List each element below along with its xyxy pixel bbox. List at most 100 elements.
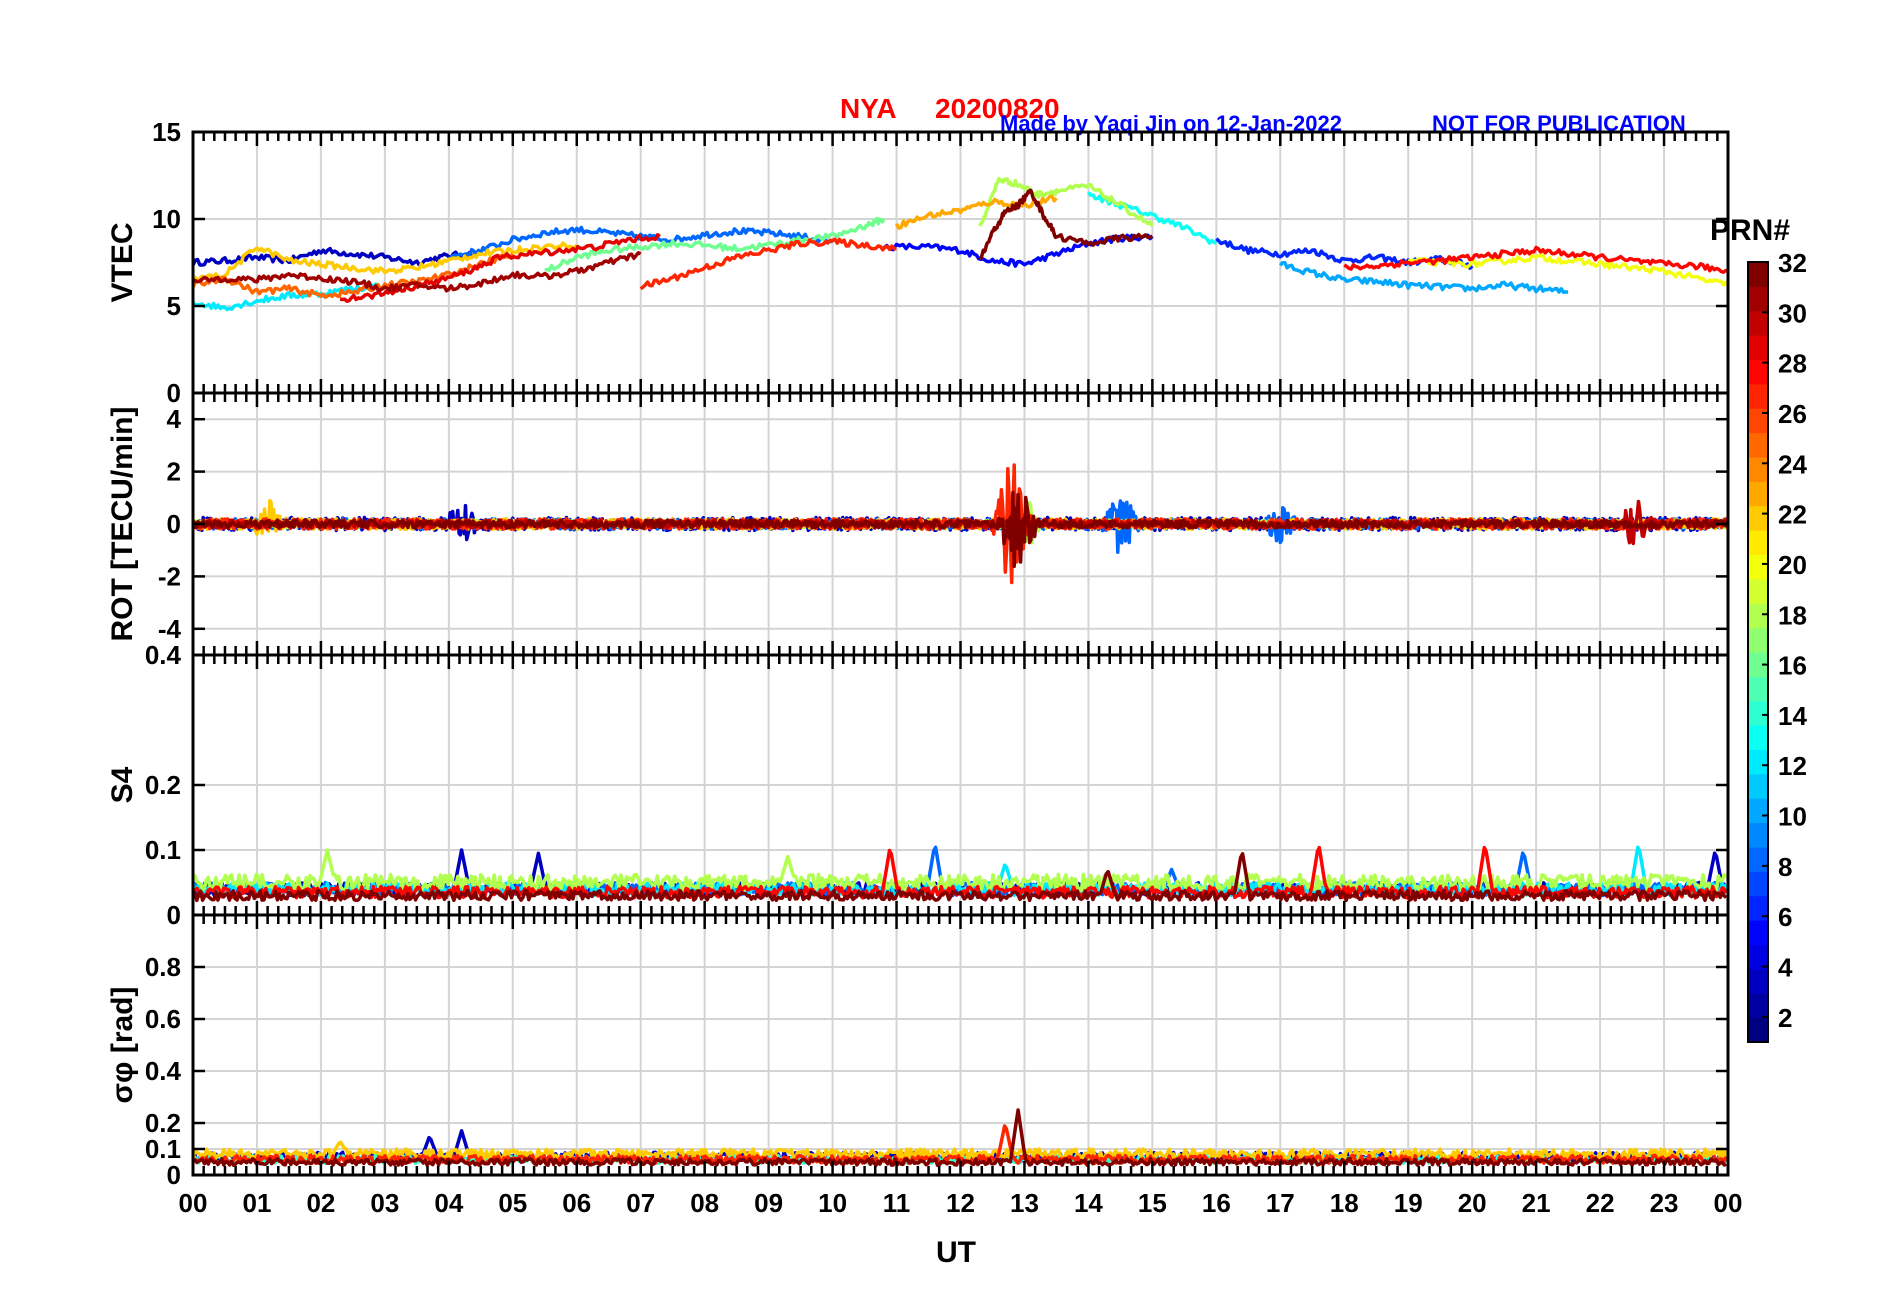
colorbar-segment bbox=[1748, 554, 1768, 580]
colorbar-segment bbox=[1748, 871, 1768, 897]
panel-sigma_phi: 00.10.2 0.4 0.6 0.8σφ [rad] bbox=[106, 913, 1730, 1190]
ticks-vtec: 0 5 10 15 bbox=[152, 117, 1730, 408]
ticks-sigma_phi: 00.10.2 0.4 0.6 0.8 bbox=[145, 915, 1730, 1190]
colorbar-tick-label: 4 bbox=[1778, 953, 1793, 983]
colorbar-tick-label: 22 bbox=[1778, 500, 1807, 530]
y-tick-label: 0.6 bbox=[145, 1004, 181, 1034]
y-tick-label: 2 bbox=[167, 457, 181, 487]
x-axis-label: UT bbox=[936, 1236, 976, 1269]
y-tick-label: 0.1 bbox=[145, 1134, 181, 1164]
series-prn-23 bbox=[894, 194, 1058, 230]
colorbar-tick-label: 6 bbox=[1778, 902, 1792, 932]
colorbar-segment bbox=[1748, 822, 1768, 848]
y-tick-label: -4 bbox=[158, 614, 182, 644]
series-prn-31 bbox=[193, 251, 642, 293]
y-tick-label: -2 bbox=[158, 561, 181, 591]
y-tick-label: 0 bbox=[167, 378, 181, 408]
y-tick-label: 0.8 bbox=[145, 952, 181, 982]
x-tick-label: 03 bbox=[370, 1188, 399, 1218]
colorbar-tick-label: 2 bbox=[1778, 1003, 1792, 1033]
series-prn-20 bbox=[1407, 253, 1728, 287]
series-group-vtec bbox=[193, 176, 1728, 312]
panel-s4: 0 0.1 0.2 0.4 S4 bbox=[106, 640, 1730, 930]
grid-sigma_phi bbox=[192, 915, 1729, 1176]
colorbar-segment bbox=[1748, 944, 1768, 970]
colorbar-tick-label: 32 bbox=[1778, 248, 1807, 278]
colorbar-segment bbox=[1748, 627, 1768, 653]
colorbar-segment bbox=[1748, 773, 1768, 799]
x-tick-label: 00 bbox=[179, 1188, 208, 1218]
y-tick-label: 5 bbox=[167, 291, 181, 321]
x-tick-label: 13 bbox=[1010, 1188, 1039, 1218]
colorbar-segment bbox=[1748, 408, 1768, 434]
x-tick-label: 20 bbox=[1458, 1188, 1487, 1218]
colorbar-segment bbox=[1748, 310, 1768, 336]
series-prn-16 bbox=[544, 216, 886, 272]
colorbar-tick-label: 12 bbox=[1778, 751, 1807, 781]
colorbar-segment bbox=[1748, 383, 1768, 409]
colorbar-frame bbox=[1747, 261, 1769, 1043]
colorbar-segment bbox=[1748, 895, 1768, 921]
series-prn-8 bbox=[447, 225, 833, 261]
series-prn-25 bbox=[193, 252, 515, 300]
x-tick-label: 08 bbox=[690, 1188, 719, 1218]
colorbar-tick-label: 24 bbox=[1778, 449, 1807, 479]
colorbar-segment bbox=[1748, 993, 1768, 1019]
title-station: NYA bbox=[840, 93, 897, 124]
ticks-rot: -4 -2 0 2 4 bbox=[158, 393, 1730, 655]
series-prn-5 bbox=[882, 233, 1154, 268]
colorbar-segment bbox=[1748, 700, 1768, 726]
y-tick-label: 10 bbox=[152, 204, 181, 234]
colorbar-segment bbox=[1748, 603, 1768, 629]
y-tick-label: 0 bbox=[167, 1160, 181, 1190]
colorbar-segment bbox=[1748, 457, 1768, 482]
series-prn-32 bbox=[193, 1108, 1727, 1167]
colorbar-segment bbox=[1748, 578, 1768, 604]
x-tick-label: 15 bbox=[1138, 1188, 1167, 1218]
colorbar-tick-label: 20 bbox=[1778, 550, 1807, 580]
y-axis-label-sigma_phi: σφ [rad] bbox=[106, 987, 139, 1104]
title-date: 20200820 bbox=[935, 93, 1060, 124]
x-tick-label: 14 bbox=[1074, 1188, 1103, 1218]
x-tick-label: 04 bbox=[434, 1188, 463, 1218]
series-prn-27 bbox=[639, 237, 897, 291]
x-tick-label: 19 bbox=[1394, 1188, 1423, 1218]
x-tick-label: 12 bbox=[946, 1188, 975, 1218]
colorbar-segment bbox=[1748, 262, 1768, 287]
colorbar-tick-label: 18 bbox=[1778, 600, 1807, 630]
x-tick-label: 07 bbox=[626, 1188, 655, 1218]
x-tick-label: 01 bbox=[242, 1188, 271, 1218]
series-prn-32 bbox=[193, 490, 1728, 569]
series-group-s4 bbox=[193, 845, 1728, 903]
series-prn-18 bbox=[978, 176, 1154, 227]
series-group-rot bbox=[193, 463, 1728, 585]
colorbar-tick-label: 8 bbox=[1778, 852, 1792, 882]
colorbar-segment bbox=[1748, 920, 1768, 945]
x-tick-label: 17 bbox=[1266, 1188, 1295, 1218]
y-axis-label-s4: S4 bbox=[106, 766, 139, 803]
colorbar-tick-label: 30 bbox=[1778, 298, 1807, 328]
ticks-s4: 0 0.1 0.2 0.4 bbox=[145, 640, 1730, 930]
y-tick-label: 15 bbox=[152, 117, 181, 147]
x-tick-label: 22 bbox=[1586, 1188, 1615, 1218]
y-tick-label: 0.2 bbox=[145, 1108, 181, 1138]
series-group-sigma_phi bbox=[193, 1108, 1728, 1167]
x-tick-label: 21 bbox=[1522, 1188, 1551, 1218]
colorbar-tick-label: 16 bbox=[1778, 651, 1807, 681]
x-tick-labels: 00 01 02 03 04 05 06 07 08 09 10 11 12 13 14 15 16 17 18 19… bbox=[179, 1188, 1743, 1218]
x-tick-label: 18 bbox=[1330, 1188, 1359, 1218]
y-axis-label-rot: ROT [TECU/min] bbox=[106, 407, 139, 642]
series-prn-32 bbox=[978, 188, 1153, 261]
series-prn-18 bbox=[193, 848, 1728, 893]
y-tick-label: 0 bbox=[167, 900, 181, 930]
colorbar-label: PRN# bbox=[1710, 214, 1790, 247]
colorbar-segment bbox=[1748, 530, 1768, 555]
colorbar-segment bbox=[1748, 725, 1768, 750]
colorbar-segment bbox=[1748, 798, 1768, 824]
x-tick-label: 16 bbox=[1202, 1188, 1231, 1218]
series-prn-29 bbox=[339, 233, 661, 303]
y-tick-label: 0.2 bbox=[145, 770, 181, 800]
